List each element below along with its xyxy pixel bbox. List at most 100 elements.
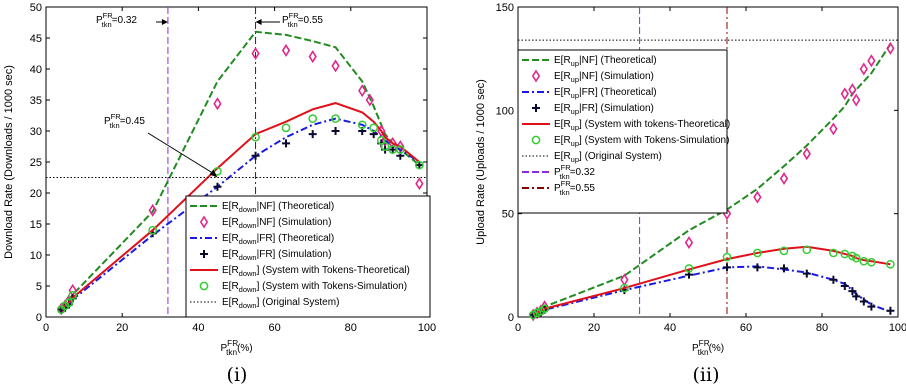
x-tick-label: 60 — [268, 322, 280, 334]
legend-marker — [199, 281, 209, 291]
data-point — [331, 127, 340, 135]
data-point — [722, 252, 732, 262]
annotation-label: PFR tkn=0.45 — [104, 112, 145, 130]
legend-label: E[Rup] (Original System) — [554, 151, 662, 164]
data-point — [308, 114, 318, 123]
legend: E[Rdown|NF] (Theoretical) E[Rdown|NF] (Si… — [185, 195, 431, 318]
data-point — [829, 248, 838, 258]
series-line — [60, 117, 420, 311]
data-point — [886, 306, 895, 315]
data-point — [886, 41, 895, 55]
legend-entry-9: PFR tkn=0.55 — [522, 179, 595, 197]
data-point — [848, 83, 857, 97]
series-6 — [56, 114, 424, 314]
data-point — [376, 135, 386, 145]
legend-entry-1: E[Rdown|NF] (Theoretical) — [190, 201, 334, 214]
data-point — [802, 147, 811, 161]
data-point — [840, 282, 849, 290]
data-point — [388, 145, 397, 154]
data-point — [723, 263, 731, 272]
legend-entry-8: PFR tkn=0.32 — [522, 163, 595, 181]
data-point — [64, 298, 74, 308]
data-point — [859, 297, 868, 306]
data-point — [331, 114, 340, 123]
data-point — [251, 47, 260, 60]
legend-entry-7: E[Rup] (Original System) — [522, 151, 662, 164]
legend-entry-2: E[Rdown|NF] (Simulation) — [199, 215, 331, 230]
data-point — [779, 172, 789, 186]
data-point — [829, 275, 838, 284]
data-point — [620, 283, 629, 293]
legend-entry-4: E[Rup|FR] (Simulation) — [532, 103, 654, 116]
legend-label: E[Rdown] (System with Tokens-Theoretical… — [222, 265, 410, 278]
legend-entry-2: E[Rup|NF] (Simulation) — [531, 69, 654, 84]
y-tick-label: 50 — [30, 2, 42, 14]
legend-entry-5: E[Rdown] (System with Tokens-Theoretical… — [190, 265, 410, 278]
data-point — [308, 50, 317, 64]
data-point — [867, 257, 876, 267]
legend-box — [517, 49, 728, 214]
y-tick-label: 100 — [496, 105, 514, 117]
x-tick-label: 0 — [515, 322, 521, 334]
data-point — [753, 190, 762, 204]
vline-label-2-text: PFR tkn=0.55 — [282, 11, 323, 29]
data-point — [802, 245, 812, 255]
data-point — [540, 304, 549, 314]
vline-arrowhead-2 — [255, 19, 262, 25]
y-tick-label: 5 — [36, 281, 42, 293]
data-point — [357, 120, 367, 130]
y-tick-label: 50 — [502, 209, 514, 221]
legend-label: E[Rup|FR] (Simulation) — [554, 103, 654, 116]
annotation-arrowhead — [209, 169, 218, 178]
x-tick-label: 0 — [43, 322, 49, 334]
legend-entry-6: E[Rdown] (System with Tokens-Simulation) — [199, 281, 407, 294]
data-point — [859, 62, 868, 76]
data-point — [802, 269, 811, 278]
data-point — [780, 264, 788, 273]
vline-label-1-text: PFR tkn=0.32 — [96, 11, 137, 29]
x-tick-label: 40 — [664, 322, 676, 334]
data-point — [829, 122, 838, 136]
vline-arrowhead-1 — [161, 19, 168, 25]
data-point — [281, 43, 291, 57]
legend-entry-7: E[Rdown] (Original System) — [190, 297, 339, 310]
x-tick-label: 20 — [116, 322, 128, 334]
chart-panel-2: 0 20 40 60 80 100 0 50 100 150 Upload Rate (Upload… — [475, 2, 906, 386]
x-tick-label: 100 — [889, 322, 906, 334]
x-axis-label-text: PFR tkn(%) — [692, 339, 724, 357]
x-axis-label: PFR tkn(%) — [221, 339, 253, 357]
data-point — [358, 84, 367, 98]
x-tick-label: 60 — [740, 322, 752, 334]
legend-label: E[Rup] (System with tokens-Theoretical) — [554, 119, 730, 132]
x-tick-label: 20 — [588, 322, 600, 334]
x-tick-label: 100 — [418, 322, 436, 334]
legend: E[Rup|NF] (Theoretical) E[Rup|NF] (Simula… — [517, 49, 730, 214]
annotation-label-text: PFR tkn=0.45 — [104, 112, 145, 130]
data-point — [852, 93, 861, 107]
legend-label: E[Rup|NF] (Simulation) — [554, 71, 654, 84]
data-point — [365, 93, 374, 107]
y-axis-label: Upload Rate (Uploads / 1000 sec) — [475, 79, 487, 245]
series-3 — [60, 117, 420, 311]
legend-entry-4: E[Rdown|FR] (Simulation) — [200, 249, 331, 262]
data-point — [851, 253, 861, 263]
legend-label: PFR tkn=0.55 — [554, 179, 595, 197]
data-point — [753, 263, 762, 272]
y-tick-label: 15 — [30, 219, 42, 231]
data-point — [281, 123, 291, 133]
data-point — [251, 132, 260, 142]
data-point — [282, 139, 291, 148]
vline-label-2: PFR tkn=0.55 — [282, 11, 323, 29]
legend-label: E[Rdown|FR] (Simulation) — [222, 249, 331, 262]
data-point — [251, 151, 260, 160]
data-point — [331, 59, 340, 73]
y-tick-label: 20 — [30, 188, 42, 200]
legend-entry-1: E[Rup|NF] (Theoretical) — [522, 55, 657, 68]
series-line — [532, 265, 891, 316]
y-tick-label: 30 — [30, 126, 42, 138]
chart-panel-1: 0 20 40 60 80 100 0 5 10 15 20 25 30 35 40 45 50 Download… — [3, 2, 436, 386]
legend-label-text: PFR tkn=0.55 — [554, 179, 595, 197]
x-tick-label: 80 — [816, 322, 828, 334]
data-point — [395, 145, 405, 154]
